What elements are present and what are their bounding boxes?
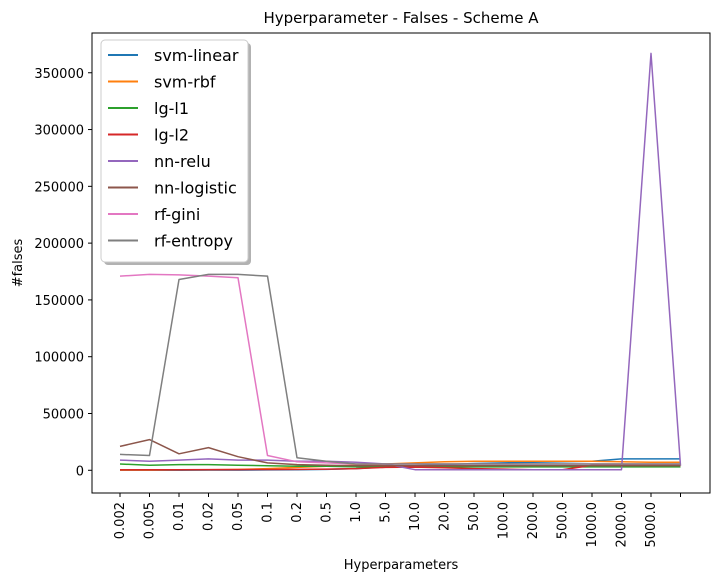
x-tick-label: 0.002 — [113, 502, 128, 539]
x-tick-label: 20.0 — [438, 502, 453, 531]
legend-label-svm-linear: svm-linear — [154, 46, 239, 65]
legend-label-rf-entropy: rf-entropy — [154, 232, 233, 251]
y-tick-label: 0 — [76, 464, 84, 479]
y-tick-label: 300000 — [34, 124, 84, 139]
x-tick-label: 200.0 — [526, 502, 541, 539]
y-tick-label: 250000 — [34, 180, 84, 195]
y-tick-label: 350000 — [34, 67, 84, 82]
legend: svm-linear svm-rbf lg-l1 lg-l2 nn-relu nn-log… — [100, 39, 251, 265]
series-line-rf-entropy — [119, 273, 681, 465]
legend-label-lg-l1: lg-l1 — [154, 99, 189, 118]
x-axis: 0.002 0.005 0.01 0.02 0.05 0.1 0.2 0.5 1.0 5.0 10.… — [113, 493, 681, 548]
chart-title: Hyperparameter - Falses - Scheme A — [263, 9, 539, 27]
x-tick-label: 50.0 — [467, 502, 482, 531]
y-tick-label: 100000 — [34, 351, 84, 366]
x-tick-label: 1.0 — [349, 502, 364, 523]
legend-label-svm-rbf: svm-rbf — [154, 73, 216, 92]
y-tick-label: 150000 — [34, 294, 84, 309]
legend-box — [100, 39, 249, 263]
y-tick-label: 50000 — [43, 407, 84, 422]
legend-label-rf-gini: rf-gini — [154, 205, 200, 224]
x-tick-label: 10.0 — [408, 502, 423, 531]
x-axis-label: Hyperparameters — [344, 558, 459, 573]
x-tick-label: 0.005 — [143, 502, 158, 539]
axes-frame — [91, 32, 711, 494]
legend-label-lg-l2: lg-l2 — [154, 126, 189, 145]
x-tick-label: 500.0 — [556, 502, 571, 539]
x-tick-label: 2000.0 — [615, 502, 630, 548]
y-axis-label: #falses — [11, 238, 26, 287]
legend-label-nn-logistic: nn-logistic — [154, 179, 237, 198]
series-line-nn-relu — [119, 52, 682, 471]
x-tick-label: 100.0 — [497, 502, 512, 539]
legend-label-nn-relu: nn-relu — [154, 152, 211, 171]
x-tick-label: 0.1 — [261, 502, 276, 523]
x-tick-label: 0.01 — [172, 502, 187, 531]
series-layer — [119, 52, 682, 471]
series-line-nn-logistic — [119, 438, 681, 467]
x-tick-label: 0.02 — [202, 502, 217, 531]
x-tick-label: 5.0 — [379, 502, 394, 523]
y-axis: 0 50000 100000 150000 200000 250000 300000 3500… — [34, 67, 92, 479]
x-tick-label: 0.2 — [290, 502, 305, 523]
x-tick-label: 5000.0 — [644, 502, 659, 548]
x-tick-label: 0.5 — [320, 502, 335, 523]
y-tick-label: 200000 — [34, 237, 84, 252]
x-tick-label: 1000.0 — [585, 502, 600, 548]
x-tick-label: 0.05 — [231, 502, 246, 531]
